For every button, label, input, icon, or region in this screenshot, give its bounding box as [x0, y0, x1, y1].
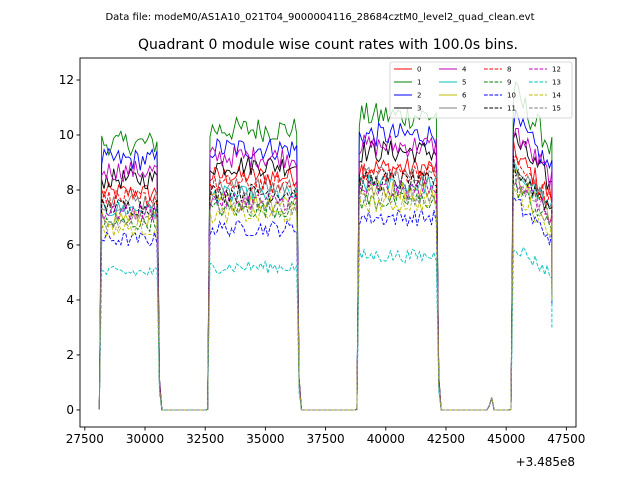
y-tick-label: 10 — [59, 128, 74, 142]
y-tick-label: 4 — [66, 293, 74, 307]
axes-frame — [79, 57, 577, 428]
legend-label-8: 8 — [507, 66, 511, 74]
legend-label-9: 9 — [507, 79, 511, 87]
legend-label-7: 7 — [462, 105, 466, 113]
legend-label-10: 10 — [507, 92, 516, 100]
legend-label-0: 0 — [417, 66, 421, 74]
legend-label-5: 5 — [462, 79, 466, 87]
series-line-8 — [98, 153, 553, 411]
x-tick-label: 40000 — [367, 432, 405, 446]
plot-area: 27500 30000 32500 35000 37500 40000 42500 45000… — [59, 57, 585, 446]
y-tick-label: 12 — [59, 73, 74, 87]
x-offset-text: +3.485e8 — [516, 455, 575, 469]
legend-frame — [389, 61, 573, 119]
y-tick-label: 6 — [66, 238, 74, 252]
y-tick-label: 2 — [66, 348, 74, 362]
series-line-9 — [98, 178, 553, 411]
x-tick-label: 45000 — [487, 432, 525, 446]
x-tick-label: 37500 — [306, 432, 344, 446]
suptitle: Data file: modeM0/AS1A10_021T04_90000041… — [105, 12, 534, 23]
series-line-1 — [98, 81, 553, 411]
series-line-12 — [98, 179, 553, 411]
series-line-5 — [98, 161, 553, 411]
x-tick-label: 30000 — [126, 432, 164, 446]
series-line-4 — [98, 128, 553, 411]
series-line-14 — [98, 185, 553, 411]
x-tick-label: 32500 — [186, 432, 224, 446]
chart-title: Quadrant 0 module wise count rates with … — [138, 37, 518, 53]
legend-label-3: 3 — [417, 105, 421, 113]
legend-label-11: 11 — [507, 105, 516, 113]
legend-label-14: 14 — [552, 92, 561, 100]
series-line-10 — [98, 195, 553, 411]
series-line-11 — [98, 155, 553, 411]
y-tick-label: 0 — [66, 403, 74, 417]
series-line-0 — [98, 139, 553, 411]
y-tick-label: 8 — [66, 183, 74, 197]
x-tick-label: 35000 — [246, 432, 284, 446]
series-line-6 — [98, 167, 553, 411]
series-line-13 — [98, 246, 553, 411]
x-tick-label: 27500 — [66, 432, 104, 446]
series-line-15 — [98, 174, 553, 411]
legend-label-6: 6 — [462, 92, 467, 100]
series-line-2 — [98, 109, 553, 411]
legend-label-15: 15 — [552, 105, 561, 113]
legend-label-4: 4 — [462, 66, 467, 74]
series-line-3 — [98, 131, 553, 411]
x-tick-label: 42500 — [427, 432, 465, 446]
legend-label-12: 12 — [552, 66, 561, 74]
legend-label-2: 2 — [417, 92, 421, 100]
series-line-7 — [98, 161, 553, 411]
legend-label-1: 1 — [417, 79, 421, 87]
x-tick-label: 47500 — [547, 432, 585, 446]
legend-label-13: 13 — [552, 79, 561, 87]
